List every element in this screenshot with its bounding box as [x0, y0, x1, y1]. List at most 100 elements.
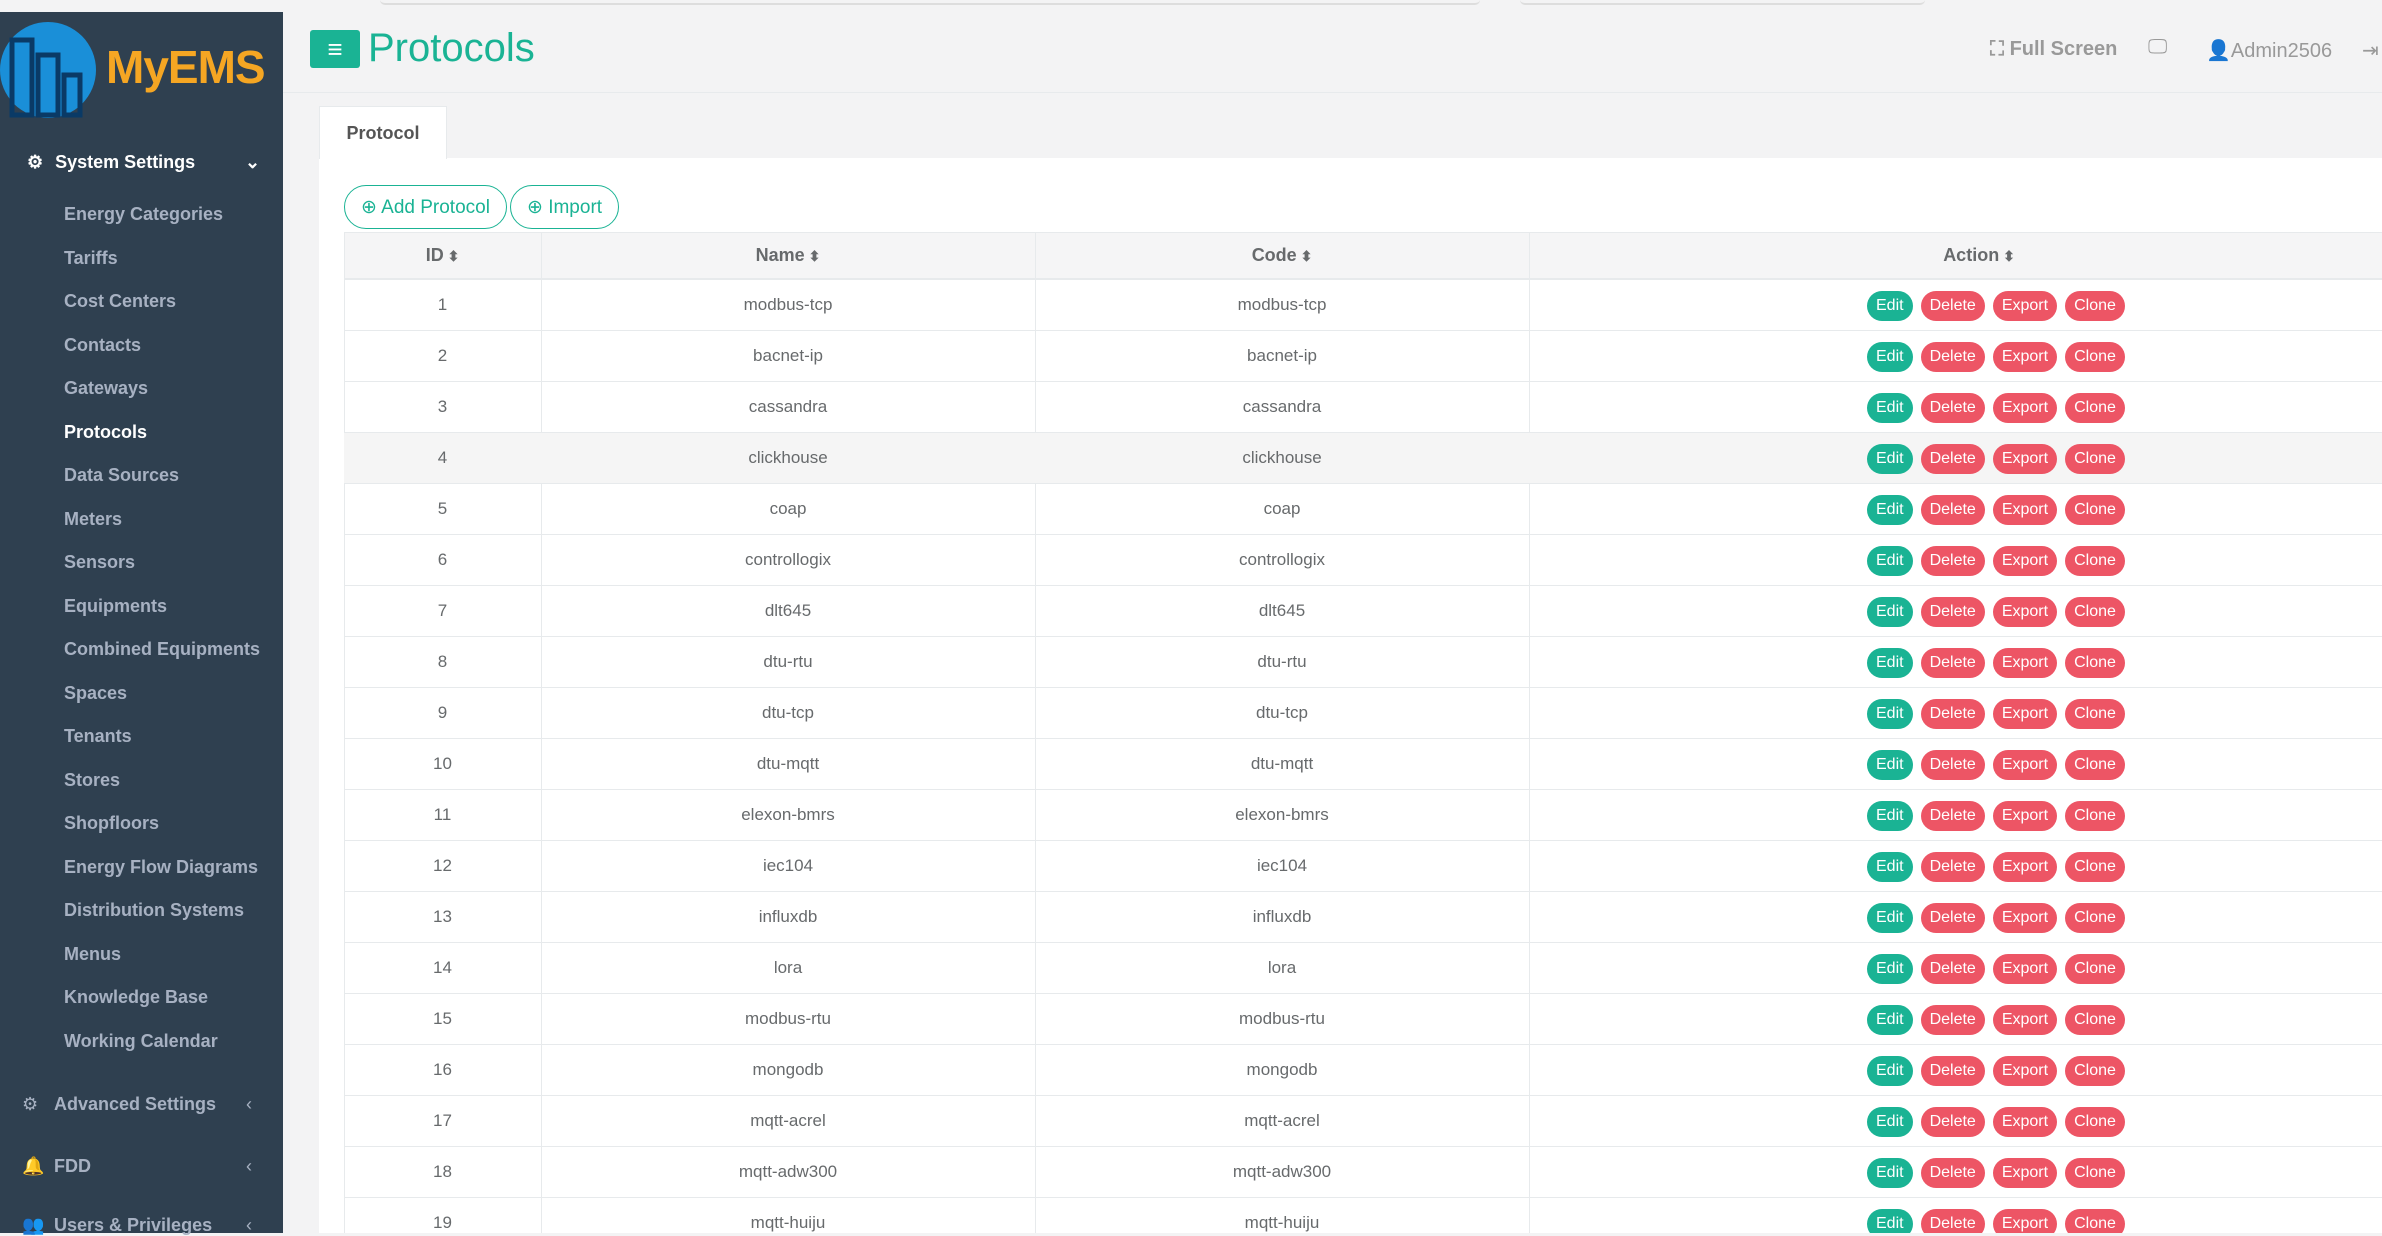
nav-item[interactable]: Protocols: [64, 421, 148, 442]
action-button[interactable]: Edit: [1867, 291, 1913, 321]
action-button[interactable]: Clone: [2065, 954, 2125, 984]
action-button[interactable]: Delete: [1920, 1107, 1985, 1137]
nav-item[interactable]: Shopfloors: [64, 813, 159, 833]
action-button[interactable]: Export: [1992, 597, 2058, 627]
action-button[interactable]: Edit: [1867, 1107, 1913, 1137]
action-button[interactable]: Edit: [1867, 546, 1913, 576]
action-button[interactable]: Delete: [1920, 801, 1985, 831]
column-header[interactable]: Action ⬍: [1529, 245, 2382, 266]
nav-item[interactable]: Energy Flow Diagrams: [64, 856, 259, 877]
action-button[interactable]: Delete: [1920, 699, 1985, 729]
action-button[interactable]: Export: [1992, 1158, 2058, 1188]
action-button[interactable]: Clone: [2065, 1056, 2125, 1086]
menu-toggle[interactable]: ≡: [310, 30, 360, 68]
action-button[interactable]: Clone: [2065, 1158, 2125, 1188]
action-button[interactable]: Edit: [1867, 1056, 1913, 1086]
import-button[interactable]: ⊕ Import: [510, 185, 620, 229]
action-button[interactable]: Clone: [2065, 1107, 2125, 1137]
monitor-icon[interactable]: 🖵: [2148, 36, 2168, 58]
column-header[interactable]: Name ⬍: [541, 245, 1035, 266]
nav-item[interactable]: Tariffs: [64, 247, 118, 268]
action-button[interactable]: Clone: [2065, 393, 2125, 423]
nav-item[interactable]: Tenants: [64, 726, 132, 746]
nav-item[interactable]: Gateways: [64, 378, 149, 398]
action-button[interactable]: Delete: [1920, 546, 1985, 576]
action-button[interactable]: Edit: [1867, 393, 1913, 423]
nav-group[interactable]: Advanced Settings: [54, 1094, 217, 1114]
nav-item[interactable]: Energy Categories: [64, 204, 224, 224]
nav-item[interactable]: Sensors: [64, 552, 136, 572]
action-button[interactable]: Delete: [1920, 291, 1985, 321]
action-button[interactable]: Export: [1992, 1209, 2058, 1233]
action-button[interactable]: Delete: [1920, 495, 1985, 525]
action-button[interactable]: Export: [1992, 1107, 2058, 1137]
action-button[interactable]: Export: [1992, 393, 2058, 423]
action-button[interactable]: Delete: [1920, 393, 1985, 423]
nav-item[interactable]: Working Calendar: [64, 1030, 218, 1051]
action-button[interactable]: Export: [1992, 648, 2058, 678]
action-button[interactable]: Delete: [1920, 954, 1985, 984]
action-button[interactable]: Edit: [1867, 954, 1913, 984]
action-button[interactable]: Edit: [1867, 801, 1913, 831]
action-button[interactable]: Delete: [1920, 1209, 1985, 1233]
action-button[interactable]: Edit: [1867, 1158, 1913, 1188]
nav-item[interactable]: Menus: [64, 943, 122, 964]
action-button[interactable]: Clone: [2065, 648, 2125, 678]
action-button[interactable]: Edit: [1867, 342, 1913, 372]
tab[interactable]: Protocol: [319, 106, 447, 159]
user-menu[interactable]: 👤Admin2506: [2206, 40, 2333, 62]
action-button[interactable]: Export: [1992, 546, 2058, 576]
action-button[interactable]: Clone: [2065, 342, 2125, 372]
action-button[interactable]: Export: [1992, 291, 2058, 321]
nav-item[interactable]: Meters: [64, 508, 123, 529]
action-button[interactable]: Clone: [2065, 546, 2125, 576]
action-button[interactable]: Delete: [1920, 1005, 1985, 1035]
action-button[interactable]: Edit: [1867, 444, 1913, 474]
action-button[interactable]: Edit: [1867, 852, 1913, 882]
action-button[interactable]: Export: [1992, 1056, 2058, 1086]
action-button[interactable]: Edit: [1867, 597, 1913, 627]
search-input[interactable]: [1520, 0, 1925, 5]
nav-item[interactable]: Equipments: [64, 595, 168, 616]
action-button[interactable]: Edit: [1867, 1005, 1913, 1035]
nav-item[interactable]: Stores: [64, 769, 121, 790]
action-button[interactable]: Delete: [1920, 342, 1985, 372]
action-button[interactable]: Export: [1992, 801, 2058, 831]
nav-item[interactable]: Spaces: [64, 682, 128, 703]
action-button[interactable]: Edit: [1867, 1209, 1913, 1233]
action-button[interactable]: Clone: [2065, 291, 2125, 321]
action-button[interactable]: Delete: [1920, 1056, 1985, 1086]
action-button[interactable]: Export: [1992, 750, 2058, 780]
action-button[interactable]: Export: [1992, 495, 2058, 525]
nav-item[interactable]: Data Sources: [64, 465, 180, 485]
action-button[interactable]: Export: [1992, 444, 2058, 474]
action-button[interactable]: Clone: [2065, 1005, 2125, 1035]
logo[interactable]: MyEMS: [0, 0, 283, 138]
action-button[interactable]: Export: [1992, 852, 2058, 882]
nav-item[interactable]: Combined Equipments: [64, 639, 261, 659]
nav-item[interactable]: Distribution Systems: [64, 900, 245, 920]
nav-item[interactable]: Cost Centers: [64, 291, 177, 311]
action-button[interactable]: Delete: [1920, 597, 1985, 627]
action-button[interactable]: Edit: [1867, 903, 1913, 933]
action-button[interactable]: Edit: [1867, 699, 1913, 729]
action-button[interactable]: Clone: [2065, 903, 2125, 933]
search-input[interactable]: [380, 0, 1480, 5]
action-button[interactable]: Delete: [1920, 750, 1985, 780]
action-button[interactable]: Delete: [1920, 648, 1985, 678]
action-button[interactable]: Delete: [1920, 852, 1985, 882]
action-button[interactable]: Edit: [1867, 750, 1913, 780]
nav-group[interactable]: Users & Privileges: [54, 1215, 213, 1235]
nav-group[interactable]: FDD: [54, 1156, 91, 1176]
fullscreen[interactable]: ⛶ Full Screen: [1990, 38, 2118, 60]
action-button[interactable]: Edit: [1867, 495, 1913, 525]
action-button[interactable]: Export: [1992, 954, 2058, 984]
action-button[interactable]: Delete: [1920, 1158, 1985, 1188]
action-button[interactable]: Delete: [1920, 444, 1985, 474]
action-button[interactable]: Edit: [1867, 648, 1913, 678]
action-button[interactable]: Clone: [2065, 852, 2125, 882]
action-button[interactable]: Delete: [1920, 903, 1985, 933]
nav-item[interactable]: Knowledge Base: [64, 987, 209, 1007]
action-button[interactable]: Export: [1992, 342, 2058, 372]
action-button[interactable]: Clone: [2065, 597, 2125, 627]
